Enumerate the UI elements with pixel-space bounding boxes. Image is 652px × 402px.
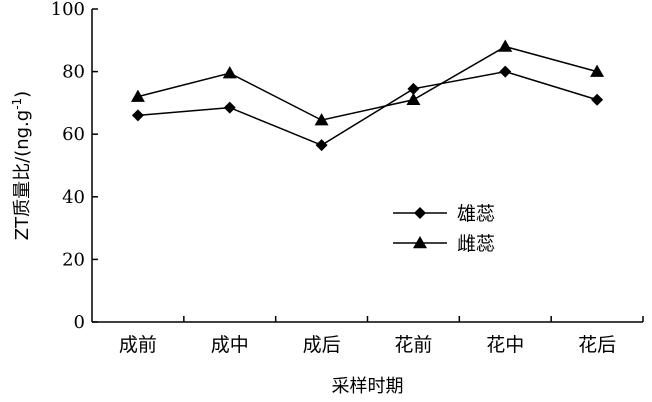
data-point-triangle bbox=[314, 113, 329, 126]
data-point-diamond bbox=[407, 82, 420, 95]
data-point-diamond bbox=[414, 207, 426, 219]
x-category-label: 成后 bbox=[303, 334, 341, 356]
data-point-diamond bbox=[591, 93, 604, 106]
y-tick-label: 40 bbox=[62, 187, 85, 208]
data-point-triangle bbox=[130, 89, 145, 102]
y-tick-label: 0 bbox=[74, 312, 85, 333]
series-layer bbox=[130, 39, 605, 152]
x-category-label: 花后 bbox=[578, 334, 616, 356]
data-point-triangle bbox=[590, 64, 605, 77]
y-axis-title-main: ZT质量比/(ng.g bbox=[12, 110, 33, 240]
x-axis-title: 采样时期 bbox=[332, 376, 404, 397]
legend-label: 雌蕊 bbox=[457, 233, 495, 255]
y-axis-ticks: 0 20 40 60 80 100 bbox=[51, 0, 98, 333]
data-point-triangle bbox=[406, 92, 421, 106]
x-category-label: 成中 bbox=[211, 334, 249, 356]
data-point-diamond bbox=[315, 139, 328, 152]
y-axis-title-superscript: -1 bbox=[10, 98, 24, 110]
data-point-diamond bbox=[223, 101, 236, 114]
data-point-triangle bbox=[498, 39, 513, 52]
plot-area: 0 20 40 60 80 100 成前 成中 成后 花前 花中 花后 bbox=[51, 0, 644, 356]
legend-label: 雄蕊 bbox=[457, 203, 495, 225]
y-axis-title: ZT质量比/(ng.g-1) bbox=[10, 91, 33, 240]
series-triangle bbox=[130, 39, 605, 126]
y-axis-title-close: ) bbox=[12, 91, 33, 98]
data-point-triangle bbox=[222, 66, 237, 79]
x-category-label: 花中 bbox=[486, 334, 524, 356]
y-tick-label: 80 bbox=[62, 62, 85, 83]
data-point-triangle bbox=[413, 236, 427, 249]
data-point-diamond bbox=[499, 65, 512, 78]
y-tick-label: 20 bbox=[62, 249, 85, 270]
x-category-label: 成前 bbox=[119, 334, 157, 356]
series-line bbox=[137, 45, 598, 121]
y-tick-label: 100 bbox=[51, 0, 85, 20]
legend-item: 雌蕊 bbox=[393, 233, 495, 255]
x-category-label: 花前 bbox=[394, 334, 432, 356]
data-point-diamond bbox=[131, 109, 144, 122]
x-axis-ticks: 成前 成中 成后 花前 花中 花后 bbox=[119, 316, 644, 356]
series-line bbox=[137, 70, 598, 146]
y-tick-label: 60 bbox=[62, 124, 85, 145]
series-diamond bbox=[131, 65, 604, 152]
legend-item: 雄蕊 bbox=[393, 203, 495, 225]
